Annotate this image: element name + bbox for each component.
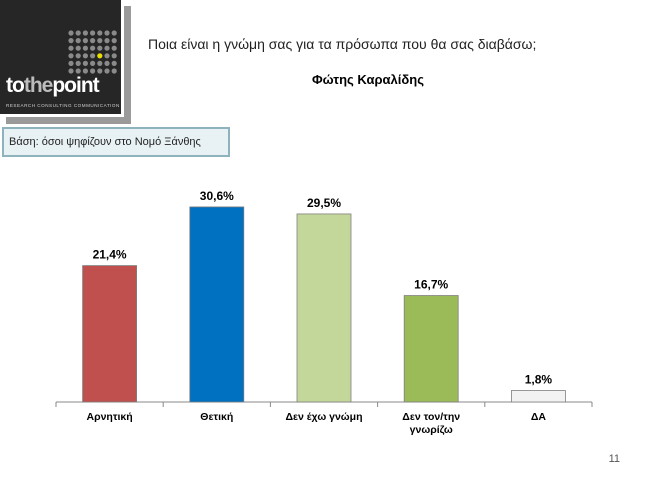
logo-dot bbox=[82, 45, 88, 51]
logo-dot bbox=[68, 38, 74, 44]
category-label: Δεν έχω γνώμη bbox=[285, 411, 362, 423]
logo-dot bbox=[111, 60, 117, 66]
bar bbox=[82, 265, 137, 403]
bar-chart: 21,4% Αρνητική 30,6% Θετική 29,5% Δεν έχω γνώ… bbox=[55, 190, 593, 436]
base-note: Βάση: όσοι ψηφίζουν στο Νομό Ξάνθης bbox=[2, 127, 230, 157]
logo-dot bbox=[104, 60, 110, 66]
bar bbox=[510, 390, 566, 403]
logo-dot bbox=[75, 30, 81, 36]
logo-dot bbox=[82, 30, 88, 36]
dot-grid-icon bbox=[68, 30, 117, 74]
logo-dot bbox=[90, 60, 96, 66]
logo-dot bbox=[68, 45, 74, 51]
logo-dot bbox=[97, 30, 103, 36]
survey-question: Ποια είναι η γνώμη σας για τα πρόσωπα πο… bbox=[148, 36, 537, 52]
logo-brand-point: point bbox=[52, 74, 99, 97]
logo-dot bbox=[68, 30, 74, 36]
logo-brand-to: to bbox=[6, 74, 25, 97]
data-label: 29,5% bbox=[307, 196, 341, 210]
logo-dot bbox=[97, 38, 103, 44]
bar bbox=[403, 295, 459, 403]
logo-dot bbox=[82, 38, 88, 44]
category-label: Αρνητική bbox=[86, 411, 132, 423]
logo-dot bbox=[111, 45, 117, 51]
logo-dot bbox=[75, 38, 81, 44]
logo-dot bbox=[97, 68, 103, 74]
logo-dot bbox=[111, 53, 117, 59]
logo-dot bbox=[68, 53, 74, 59]
logo-dot bbox=[111, 30, 117, 36]
logo-dot bbox=[68, 60, 74, 66]
logo-dot bbox=[104, 38, 110, 44]
logo-dot-highlight bbox=[97, 53, 103, 59]
logo-dot bbox=[97, 45, 103, 51]
logo-dot bbox=[90, 30, 96, 36]
category-label: ΔΑ bbox=[531, 411, 547, 423]
logo-dot bbox=[111, 68, 117, 74]
logo-tagline: RESEARCH CONSULTING COMMUNICATION bbox=[6, 103, 120, 108]
page-number: 11 bbox=[608, 453, 620, 465]
logo-dot bbox=[75, 45, 81, 51]
logo-dot bbox=[75, 60, 81, 66]
logo-brand: tothepoint bbox=[6, 74, 100, 98]
logo-brand-the: the bbox=[23, 74, 53, 97]
logo-dot bbox=[75, 53, 81, 59]
logo-dot bbox=[90, 38, 96, 44]
logo-dot bbox=[90, 53, 96, 59]
category-label: Θετική bbox=[200, 411, 233, 423]
logo-dot bbox=[90, 45, 96, 51]
logo-dot bbox=[104, 30, 110, 36]
data-label: 16,7% bbox=[414, 278, 448, 292]
logo-dot bbox=[75, 68, 81, 74]
logo-dot bbox=[111, 38, 117, 44]
logo-dot bbox=[104, 53, 110, 59]
company-logo: tothepoint RESEARCH CONSULTING COMMUNICA… bbox=[0, 0, 124, 117]
logo-dot bbox=[82, 53, 88, 59]
logo-dot bbox=[90, 68, 96, 74]
logo-dot bbox=[104, 45, 110, 51]
chart-subject: Φώτης Καραλίδης bbox=[312, 72, 424, 87]
logo-dot bbox=[82, 60, 88, 66]
logo-dot bbox=[82, 68, 88, 74]
logo-dot bbox=[97, 60, 103, 66]
bar bbox=[189, 206, 245, 403]
data-label: 1,8% bbox=[525, 373, 553, 387]
bar bbox=[296, 213, 352, 403]
logo-dot bbox=[68, 68, 74, 74]
category-label: Δεν τον/την γνωρίζω bbox=[402, 411, 460, 436]
data-label: 30,6% bbox=[200, 190, 234, 203]
logo-dot bbox=[104, 68, 110, 74]
data-label: 21,4% bbox=[93, 248, 127, 262]
